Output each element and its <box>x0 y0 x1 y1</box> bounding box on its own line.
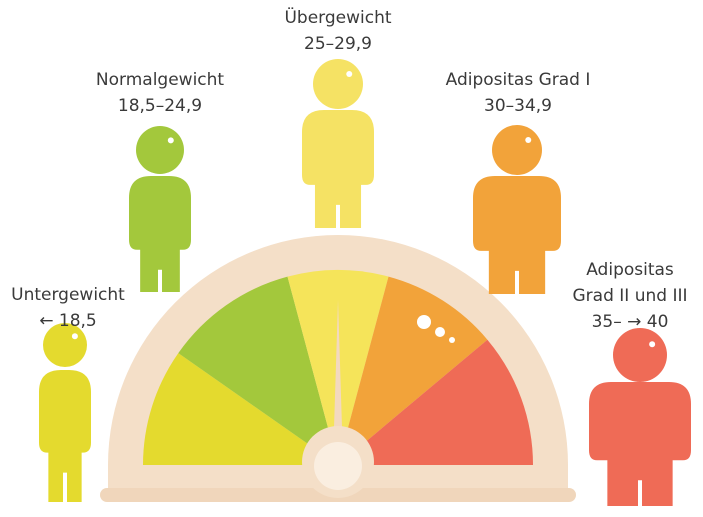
category-range: Grad II und III <box>573 286 688 306</box>
person-body <box>39 370 91 502</box>
category-name: Adipositas Grad I <box>446 70 591 90</box>
category-range: 25–29,9 <box>304 34 372 54</box>
person-head <box>492 125 542 175</box>
category-name: Normalgewicht <box>96 70 225 90</box>
highlight <box>72 333 78 339</box>
person <box>473 125 561 294</box>
highlight <box>525 137 531 143</box>
category-range: 35– → 40 <box>592 312 669 332</box>
gauge-knob-inner <box>314 442 362 490</box>
person-body <box>129 176 191 292</box>
category-range: ← 18,5 <box>39 311 97 331</box>
category-name: Übergewicht <box>284 6 391 28</box>
person-body <box>589 382 691 506</box>
person-body <box>302 110 374 228</box>
highlight <box>346 71 352 77</box>
person-head <box>313 59 363 109</box>
person-head <box>136 126 184 174</box>
highlight <box>417 315 431 329</box>
highlight <box>649 341 655 347</box>
highlight <box>168 137 174 143</box>
highlight <box>435 327 445 337</box>
category-name: Adipositas <box>586 260 674 280</box>
category-name: Untergewicht <box>11 285 125 305</box>
person-head <box>613 328 667 382</box>
category-range: 30–34,9 <box>484 96 552 116</box>
person <box>302 59 374 228</box>
bmi-infographic: Untergewicht ← 18,5 Normalgewicht 18,5–24,9… <box>0 0 703 517</box>
highlight <box>449 337 455 343</box>
person <box>589 328 691 506</box>
person-body <box>473 176 561 294</box>
category-range: 18,5–24,9 <box>118 96 202 116</box>
person <box>39 323 91 502</box>
person <box>129 126 191 292</box>
